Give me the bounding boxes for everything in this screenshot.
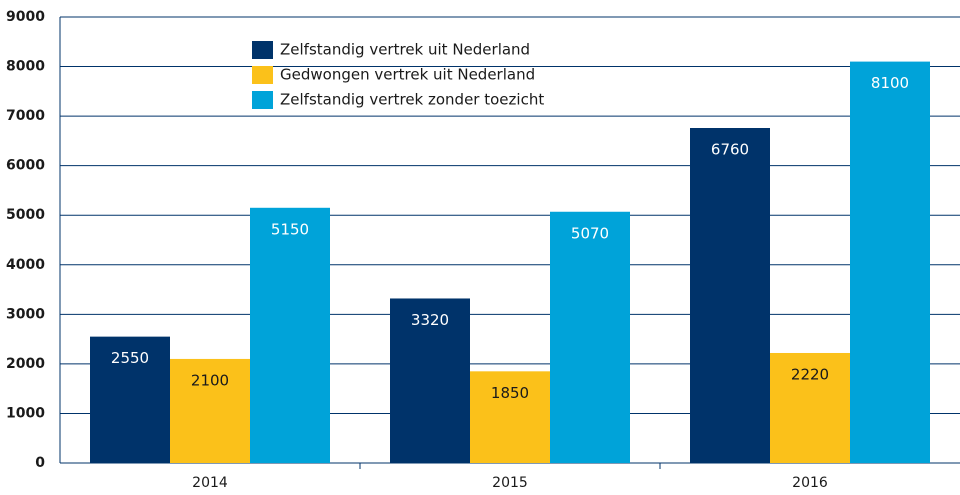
y-tick-label: 3000 xyxy=(6,306,45,322)
bar xyxy=(770,352,850,463)
value-label: 2220 xyxy=(791,365,829,383)
value-label: 8100 xyxy=(871,74,909,92)
value-label: 5150 xyxy=(271,220,309,238)
legend-swatch xyxy=(252,41,273,59)
legend-label: Gedwongen vertrek uit Nederland xyxy=(280,66,535,84)
y-tick-label: 5000 xyxy=(6,207,45,223)
value-label: 5070 xyxy=(571,224,609,242)
y-tick-label: 9000 xyxy=(6,9,45,25)
y-tick-label: 8000 xyxy=(6,59,45,75)
value-label: 3320 xyxy=(411,311,449,329)
legend-swatch xyxy=(252,66,273,84)
y-tick-label: 6000 xyxy=(6,158,45,174)
bar xyxy=(90,336,170,463)
bar xyxy=(470,371,550,463)
bar xyxy=(850,61,930,463)
y-tick-label: 7000 xyxy=(6,108,45,124)
value-label: 6760 xyxy=(711,141,749,159)
bar xyxy=(390,298,470,463)
value-label: 1850 xyxy=(491,384,529,402)
y-tick-label: 4000 xyxy=(6,257,45,273)
value-label: 2100 xyxy=(191,371,229,389)
y-tick-label: 2000 xyxy=(6,356,45,372)
legend-label: Zelfstandig vertrek zonder toezicht xyxy=(280,91,544,109)
value-label: 2550 xyxy=(111,349,149,367)
y-tick-label: 1000 xyxy=(6,405,45,421)
y-tick-label: 0 xyxy=(35,455,45,471)
x-tick-label: 2015 xyxy=(492,475,528,491)
legend-swatch xyxy=(252,91,273,109)
x-tick-label: 2014 xyxy=(192,475,228,491)
x-tick-label: 2016 xyxy=(792,475,828,491)
bar xyxy=(250,207,330,463)
bar xyxy=(550,211,630,463)
bar xyxy=(690,128,770,463)
bar xyxy=(170,358,250,463)
legend-label: Zelfstandig vertrek uit Nederland xyxy=(280,41,530,59)
